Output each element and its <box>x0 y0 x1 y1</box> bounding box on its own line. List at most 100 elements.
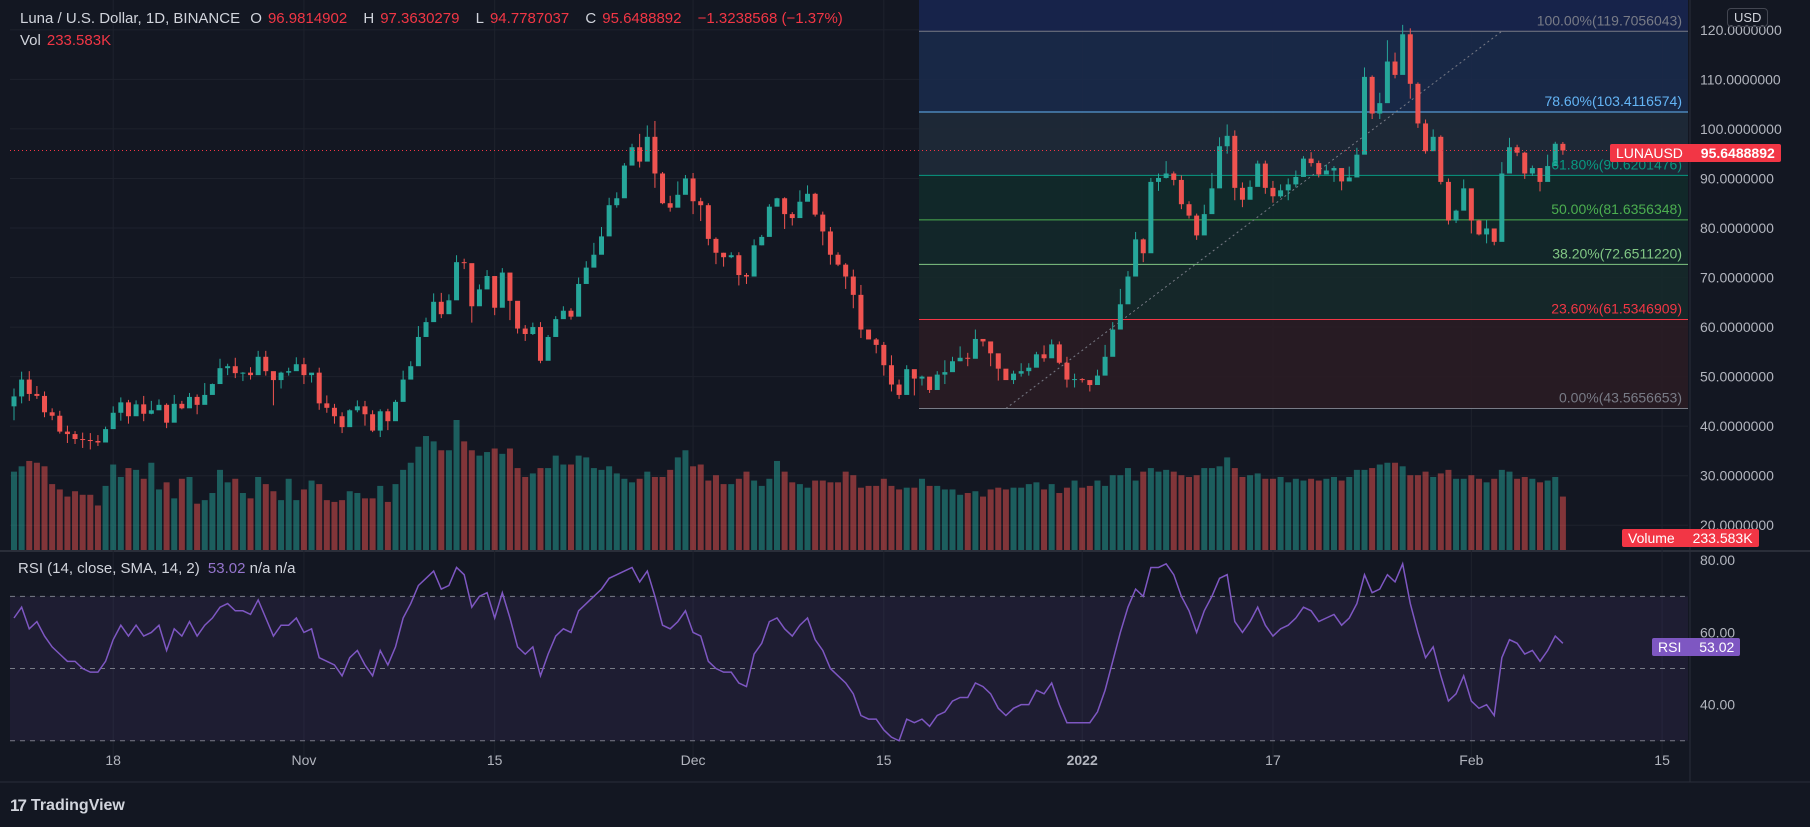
rsi-axis[interactable]: 80.00 60.00 40.00 <box>1700 552 1735 712</box>
volume-bar <box>1224 457 1231 550</box>
last-price-symbol: LUNAUSD <box>1616 145 1683 161</box>
volume-bar <box>163 482 170 550</box>
volume-bar <box>880 478 887 550</box>
candle <box>530 322 536 335</box>
candle-body <box>881 344 887 366</box>
volume-bar <box>316 484 323 550</box>
candle <box>255 350 261 376</box>
currency-badge[interactable]: USD <box>1727 8 1769 27</box>
volume-badge-value: 233.583K <box>1692 530 1753 546</box>
candle-body <box>721 252 727 258</box>
candle-body <box>499 272 505 308</box>
volume-bar <box>1483 482 1490 550</box>
candle-body <box>1079 379 1085 381</box>
candle <box>484 270 490 290</box>
volume-bar <box>705 480 712 550</box>
candle <box>652 120 658 188</box>
candle <box>57 410 63 434</box>
rsi-band-fill <box>10 596 1688 741</box>
price-tick-label: 70.0000000 <box>1700 270 1774 286</box>
candle <box>415 326 421 367</box>
volume-bar <box>1453 478 1460 550</box>
candle <box>1064 356 1070 388</box>
tradingview-brand[interactable]: 17 TradingView <box>10 796 125 816</box>
volume-bar <box>1117 475 1124 550</box>
candle <box>110 406 116 430</box>
volume-bar <box>1559 496 1566 550</box>
candle <box>782 197 788 229</box>
candle <box>1094 369 1100 386</box>
candle-body <box>1049 344 1055 359</box>
price-axis[interactable]: 120.0000000 110.0000000 100.0000000 90.0000… <box>1700 22 1782 533</box>
candle <box>751 239 757 277</box>
candle-body <box>1522 152 1528 174</box>
candle-body <box>698 201 704 206</box>
volume-bar <box>1025 484 1032 550</box>
volume-bar <box>1399 466 1406 550</box>
candle <box>103 426 109 443</box>
candle-body <box>1232 135 1238 188</box>
candle-body <box>49 412 55 416</box>
volume-bar <box>110 464 117 550</box>
volume-bar <box>239 493 246 550</box>
time-axis[interactable]: 18Nov15Dec15202217Feb15Mar15Apr15May <box>105 752 1810 768</box>
candle <box>805 185 811 202</box>
candle-body <box>186 396 192 409</box>
volume-bar <box>934 485 941 550</box>
time-tick-label: Dec <box>681 752 706 768</box>
candle-body <box>1072 379 1078 381</box>
candle-body <box>141 404 147 414</box>
candle <box>1522 151 1528 179</box>
candle <box>438 292 444 319</box>
candle-body <box>629 147 635 166</box>
candle-body <box>660 173 666 204</box>
candle <box>988 341 994 367</box>
rsi-legend[interactable]: RSI (14, close, SMA, 14, 2) 53.02 n/a n/… <box>18 560 296 577</box>
candle-body <box>713 238 719 253</box>
candle-body <box>95 441 101 443</box>
candle <box>1163 161 1169 179</box>
candle-body <box>988 341 994 354</box>
candle <box>240 372 246 382</box>
volume-bar <box>354 493 361 550</box>
rsi-legend-na1: n/a <box>249 560 271 577</box>
candle-body <box>530 327 536 334</box>
fibonacci-retracement[interactable] <box>919 0 1688 409</box>
candle-body <box>515 300 521 329</box>
candle <box>873 337 879 354</box>
volume-bar <box>41 466 48 550</box>
volume-legend[interactable]: Vol 233.583K <box>20 32 111 49</box>
candle-body <box>1217 146 1223 189</box>
symbol-title[interactable]: Luna / U.S. Dollar, 1D, BINANCE <box>20 10 241 27</box>
candle <box>1552 141 1558 167</box>
volume-bar <box>331 501 338 550</box>
fib-level-label: 50.00%(81.6356348) <box>1551 201 1682 217</box>
volume-bar <box>1315 480 1322 550</box>
candle <box>476 284 482 307</box>
candle <box>560 306 566 320</box>
volume-bar <box>1262 478 1269 550</box>
candle-body <box>507 272 513 301</box>
volume-bar <box>972 491 979 550</box>
candle <box>1308 152 1314 167</box>
candle <box>1392 52 1398 79</box>
candle <box>1300 156 1306 177</box>
symbol-legend[interactable]: Luna / U.S. Dollar, 1D, BINANCE O 96.9814… <box>20 10 849 27</box>
volume-bar <box>33 462 40 550</box>
volume-bar <box>56 489 63 550</box>
time-tick-label: Feb <box>1459 752 1483 768</box>
candle-body <box>637 147 643 162</box>
volume-bar <box>339 500 346 550</box>
candle-body <box>225 366 231 369</box>
volume-bar <box>636 478 643 550</box>
volume-bar <box>1292 478 1299 550</box>
candle <box>1072 373 1078 388</box>
candle <box>797 190 803 219</box>
candle-body <box>1331 168 1337 171</box>
volume-bar <box>1269 478 1276 550</box>
candle-body <box>858 294 864 330</box>
candle <box>1545 154 1551 182</box>
candle-body <box>1400 34 1406 75</box>
volume-bar <box>1018 487 1025 550</box>
